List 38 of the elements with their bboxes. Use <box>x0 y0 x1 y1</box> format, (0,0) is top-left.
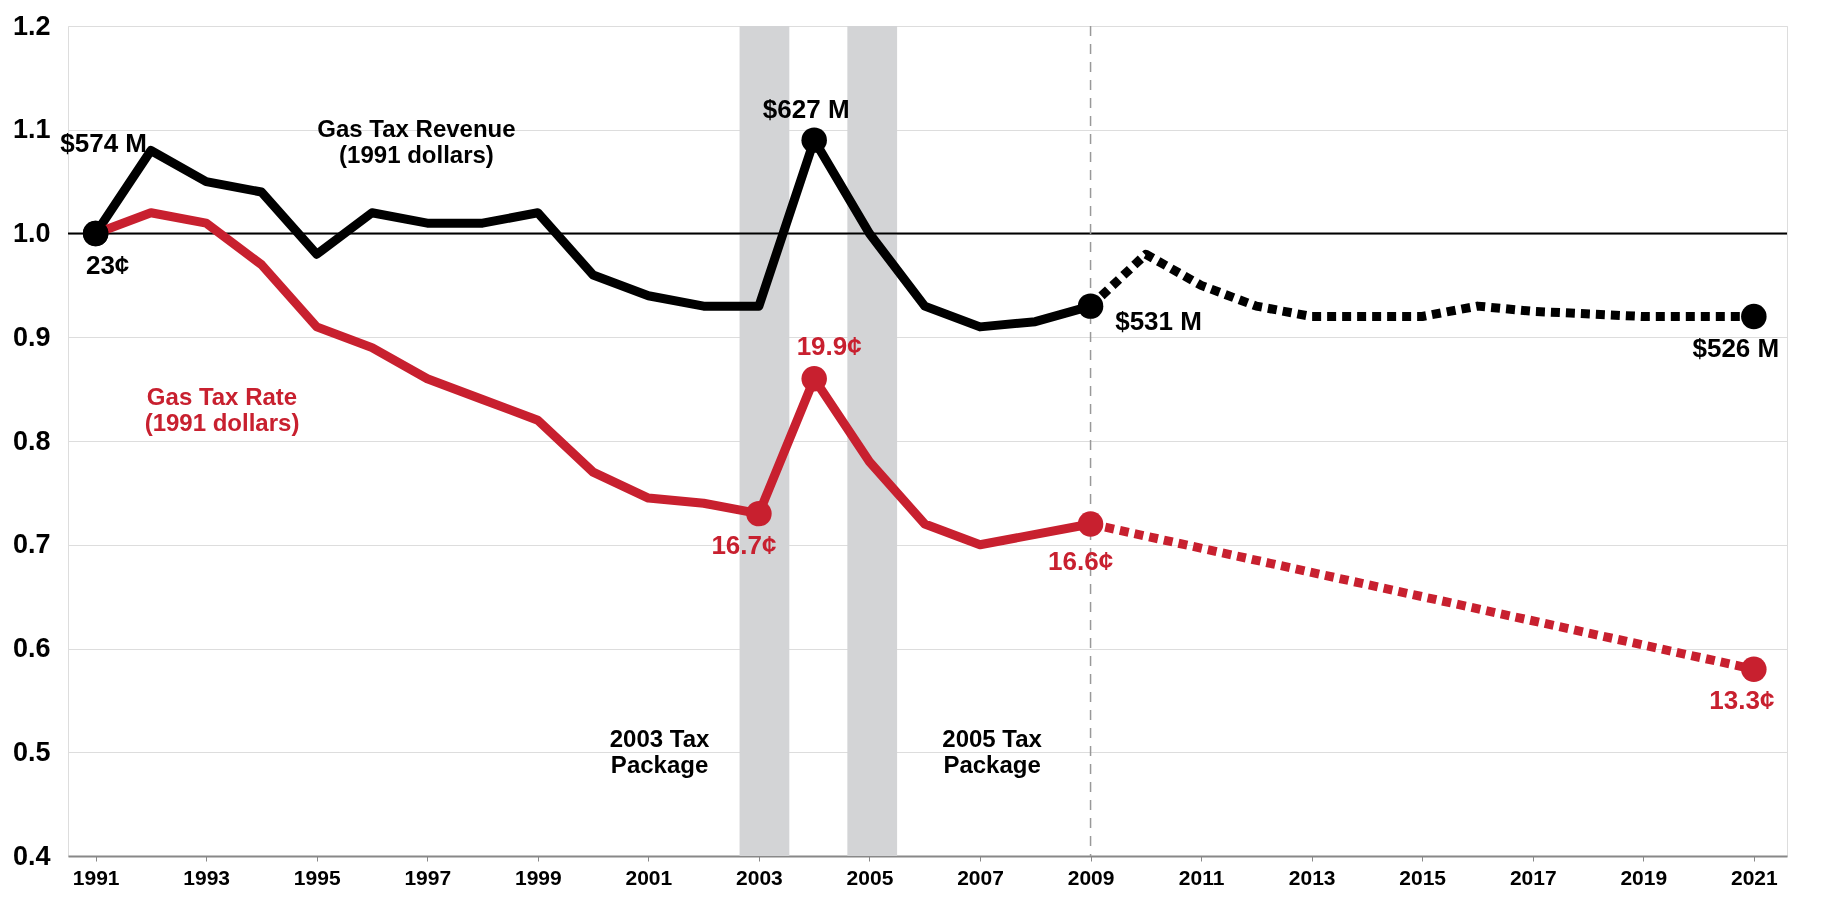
x-tick-label: 2013 <box>1288 865 1336 889</box>
x-tick-label: 2015 <box>1399 865 1447 889</box>
annotation: 16.7¢ <box>711 529 777 560</box>
band-label: 2003 Tax Package <box>609 724 711 778</box>
annotation: 19.9¢ <box>796 330 862 361</box>
y-tick-label: 1.2 <box>12 10 51 41</box>
x-tick-label: 2003 <box>736 865 783 889</box>
x-tick-label: 2007 <box>957 865 1004 889</box>
y-tick-label: 0.8 <box>12 425 51 456</box>
annotation: $531 M <box>1115 306 1202 337</box>
x-tick-label: 1995 <box>293 865 341 889</box>
x-tick-label: 2017 <box>1509 865 1557 889</box>
y-tick-label: 0.4 <box>12 840 51 871</box>
text: Gas Tax Rate (1991 dollars) <box>144 382 300 436</box>
annotation: 16.6¢ <box>1048 546 1114 576</box>
x-tick-label: 2009 <box>1067 865 1115 889</box>
y-tick-label: 1.0 <box>12 218 51 248</box>
annotation: 13.3¢ <box>1709 685 1775 716</box>
y-tick-label: 0.6 <box>12 633 51 663</box>
x-tick-label: 1991 <box>72 865 120 889</box>
y-tick-label: 0.5 <box>12 736 51 767</box>
x-tick-label: 2021 <box>1730 865 1779 889</box>
y-tick-label: 1.1 <box>12 114 51 145</box>
annotation: 23¢ <box>85 249 130 280</box>
x-tick-label: 1999 <box>514 865 562 889</box>
annotation: $526 M <box>1692 332 1780 363</box>
x-tick-label: 1997 <box>404 865 452 889</box>
band-label: 2005 Tax Package <box>942 724 1043 778</box>
x-tick-label: 2011 <box>1178 865 1225 889</box>
x-tick-label: 2001 <box>625 865 673 889</box>
annotation: $627 M <box>762 94 850 125</box>
x-tick-label: 2005 <box>846 865 894 889</box>
y-tick-label: 0.7 <box>12 529 51 560</box>
annotation: $574 M <box>60 127 147 158</box>
text: Gas Tax Revenue (1991 dollars) <box>317 115 516 168</box>
x-tick-label: 1993 <box>183 865 231 889</box>
y-tick-label: 0.9 <box>12 321 51 352</box>
x-tick-label: 2019 <box>1620 865 1668 889</box>
